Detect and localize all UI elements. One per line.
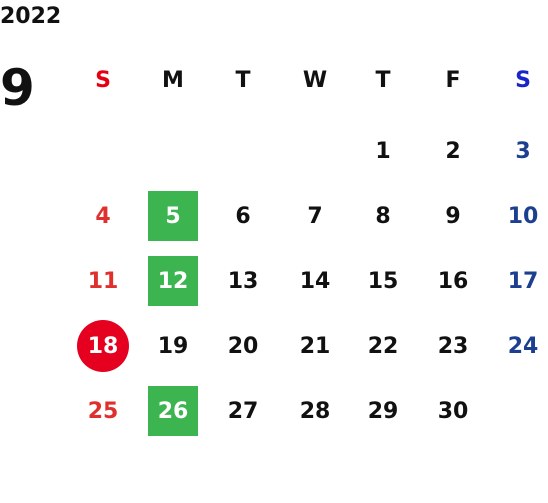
- day: 22: [367, 333, 399, 359]
- day: 21: [299, 333, 331, 359]
- day: 10: [507, 203, 539, 229]
- day: 29: [367, 398, 399, 424]
- month: 9: [0, 59, 35, 117]
- day: 23: [437, 333, 469, 359]
- day: 13: [227, 268, 259, 294]
- day: 3: [515, 138, 531, 164]
- day: 24: [507, 333, 539, 359]
- day: 28: [299, 398, 331, 424]
- highlighted-day: 5: [148, 191, 198, 241]
- day: 19: [157, 333, 189, 359]
- day: 25: [87, 398, 119, 424]
- day: 8: [375, 203, 391, 229]
- highlighted-day: 12: [148, 256, 198, 306]
- year: 2022: [0, 4, 62, 29]
- weekday-header: S: [95, 67, 111, 93]
- day: 30: [437, 398, 469, 424]
- weekday-header: T: [235, 67, 251, 93]
- day: 4: [95, 203, 111, 229]
- weekday-header: F: [445, 67, 461, 93]
- day: 16: [437, 268, 469, 294]
- day: 6: [235, 203, 251, 229]
- day: 11: [87, 268, 119, 294]
- highlighted-day: 26: [148, 386, 198, 436]
- day: 9: [445, 203, 461, 229]
- weekday-header: S: [515, 67, 531, 93]
- weekday-header: M: [162, 67, 184, 93]
- day: 17: [507, 268, 539, 294]
- day: 2: [445, 138, 461, 164]
- weekday-header: T: [375, 67, 391, 93]
- highlighted-day: 18: [77, 320, 129, 372]
- day: 7: [307, 203, 323, 229]
- day: 27: [227, 398, 259, 424]
- day: 20: [227, 333, 259, 359]
- day: 15: [367, 268, 399, 294]
- day: 1: [375, 138, 391, 164]
- weekday-header: W: [302, 67, 328, 93]
- day: 14: [299, 268, 331, 294]
